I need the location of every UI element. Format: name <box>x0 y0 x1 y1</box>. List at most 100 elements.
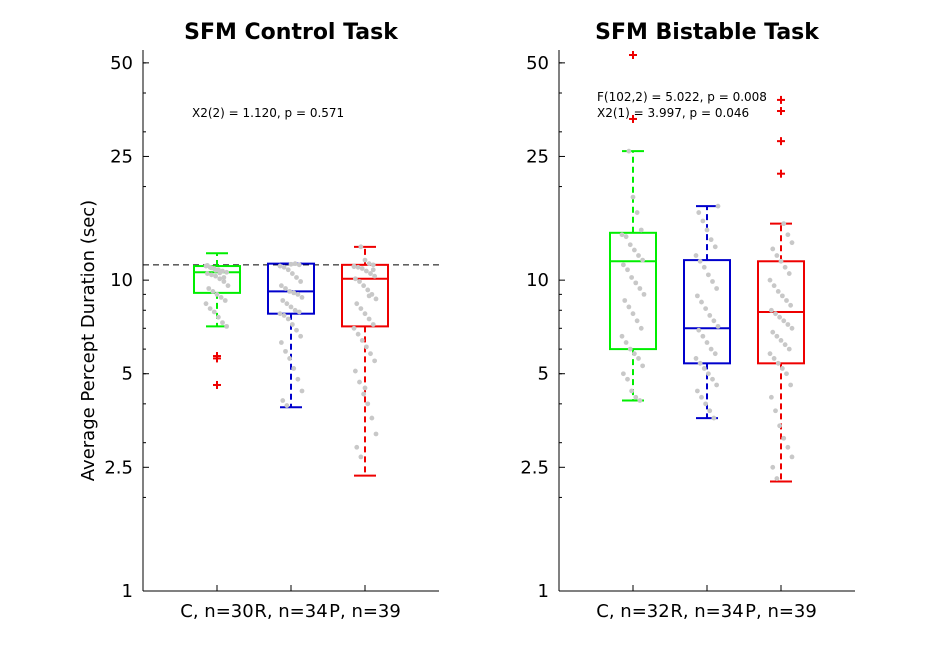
data-point <box>625 376 630 382</box>
data-point <box>715 203 721 209</box>
data-point <box>768 307 774 313</box>
data-point <box>782 264 788 270</box>
data-point <box>778 258 784 264</box>
y-tick-label: 5 <box>538 364 549 385</box>
data-point <box>358 454 364 460</box>
data-point <box>785 232 791 238</box>
y-tick-label: 2.5 <box>104 457 133 478</box>
data-point <box>779 293 785 299</box>
data-point <box>278 340 284 345</box>
data-point <box>284 301 290 307</box>
data-point <box>277 311 283 317</box>
data-point <box>619 232 625 238</box>
box-group <box>609 51 657 403</box>
stat-annotation: X2(1) = 3.997, p = 0.046 <box>597 106 749 120</box>
data-point <box>359 266 365 271</box>
data-point <box>775 289 781 294</box>
data-point <box>626 304 632 310</box>
data-point <box>278 283 284 289</box>
data-point <box>714 286 720 291</box>
data-point <box>215 314 221 320</box>
data-point <box>298 333 304 339</box>
data-point <box>294 275 299 280</box>
data-point <box>636 356 641 361</box>
data-point <box>767 351 773 357</box>
data-point <box>370 322 376 327</box>
y-tick-label: 25 <box>526 146 549 167</box>
data-point <box>712 351 718 357</box>
data-point <box>631 351 637 357</box>
data-point <box>785 322 791 327</box>
data-point <box>770 329 776 335</box>
data-point <box>287 356 293 361</box>
data-point <box>789 240 795 246</box>
data-point <box>291 366 297 371</box>
data-point <box>777 423 783 429</box>
data-point <box>696 210 702 215</box>
stat-annotation: X2(2) = 1.120, p = 0.571 <box>192 106 344 120</box>
data-point <box>283 348 288 354</box>
data-point <box>638 325 644 331</box>
data-point <box>770 464 776 470</box>
outlier-marker <box>213 354 221 363</box>
data-point <box>640 257 646 263</box>
data-point <box>292 307 298 313</box>
data-point <box>281 313 287 318</box>
data-point <box>362 311 368 317</box>
data-point <box>712 244 718 250</box>
data-point <box>354 301 360 307</box>
data-point <box>285 316 291 322</box>
data-point <box>361 391 367 397</box>
data-point <box>697 258 703 264</box>
data-point <box>298 279 304 284</box>
x-tick-label: C, n=32 <box>596 601 669 622</box>
data-point <box>623 340 629 345</box>
data-point <box>704 340 710 345</box>
data-point <box>779 366 785 371</box>
data-point <box>784 371 789 377</box>
outlier-marker <box>777 137 785 146</box>
y-tick-label: 50 <box>526 53 549 74</box>
y-tick-label: 10 <box>110 270 133 291</box>
data-point <box>220 320 225 326</box>
y-tick-label: 25 <box>110 146 133 167</box>
data-point <box>771 356 777 361</box>
x-tick-label: P, n=39 <box>329 601 401 622</box>
y-tick-label: 1 <box>122 581 133 602</box>
data-point <box>277 263 283 269</box>
data-point <box>365 401 371 407</box>
data-point <box>693 253 699 258</box>
data-point <box>366 316 372 322</box>
data-point <box>294 327 299 333</box>
data-point <box>204 271 210 276</box>
data-point <box>710 279 715 284</box>
data-point <box>789 454 795 460</box>
data-point <box>358 306 364 311</box>
data-point <box>788 302 794 308</box>
box-group <box>341 244 389 477</box>
data-point <box>214 291 220 297</box>
data-point <box>296 262 302 268</box>
data-point <box>634 210 640 215</box>
y-tick-label: 10 <box>526 270 549 291</box>
data-point <box>620 371 626 377</box>
box-group <box>683 203 731 421</box>
data-point <box>289 271 295 276</box>
y-axis-label: Average Percept Duration (sec) <box>78 200 99 481</box>
data-point <box>693 356 699 361</box>
data-point <box>370 262 376 268</box>
data-point <box>288 261 294 267</box>
data-point <box>211 309 217 315</box>
data-point <box>361 283 367 289</box>
data-point <box>631 247 637 253</box>
data-point <box>707 313 713 318</box>
box-group <box>757 95 805 483</box>
data-point <box>213 273 219 279</box>
data-point <box>354 444 360 450</box>
data-point <box>773 311 778 317</box>
stat-annotation: F(102,2) = 5.022, p = 0.008 <box>597 90 767 104</box>
data-point <box>786 271 792 276</box>
data-point <box>640 363 646 369</box>
data-point <box>203 301 209 307</box>
outlier-marker <box>777 107 785 116</box>
